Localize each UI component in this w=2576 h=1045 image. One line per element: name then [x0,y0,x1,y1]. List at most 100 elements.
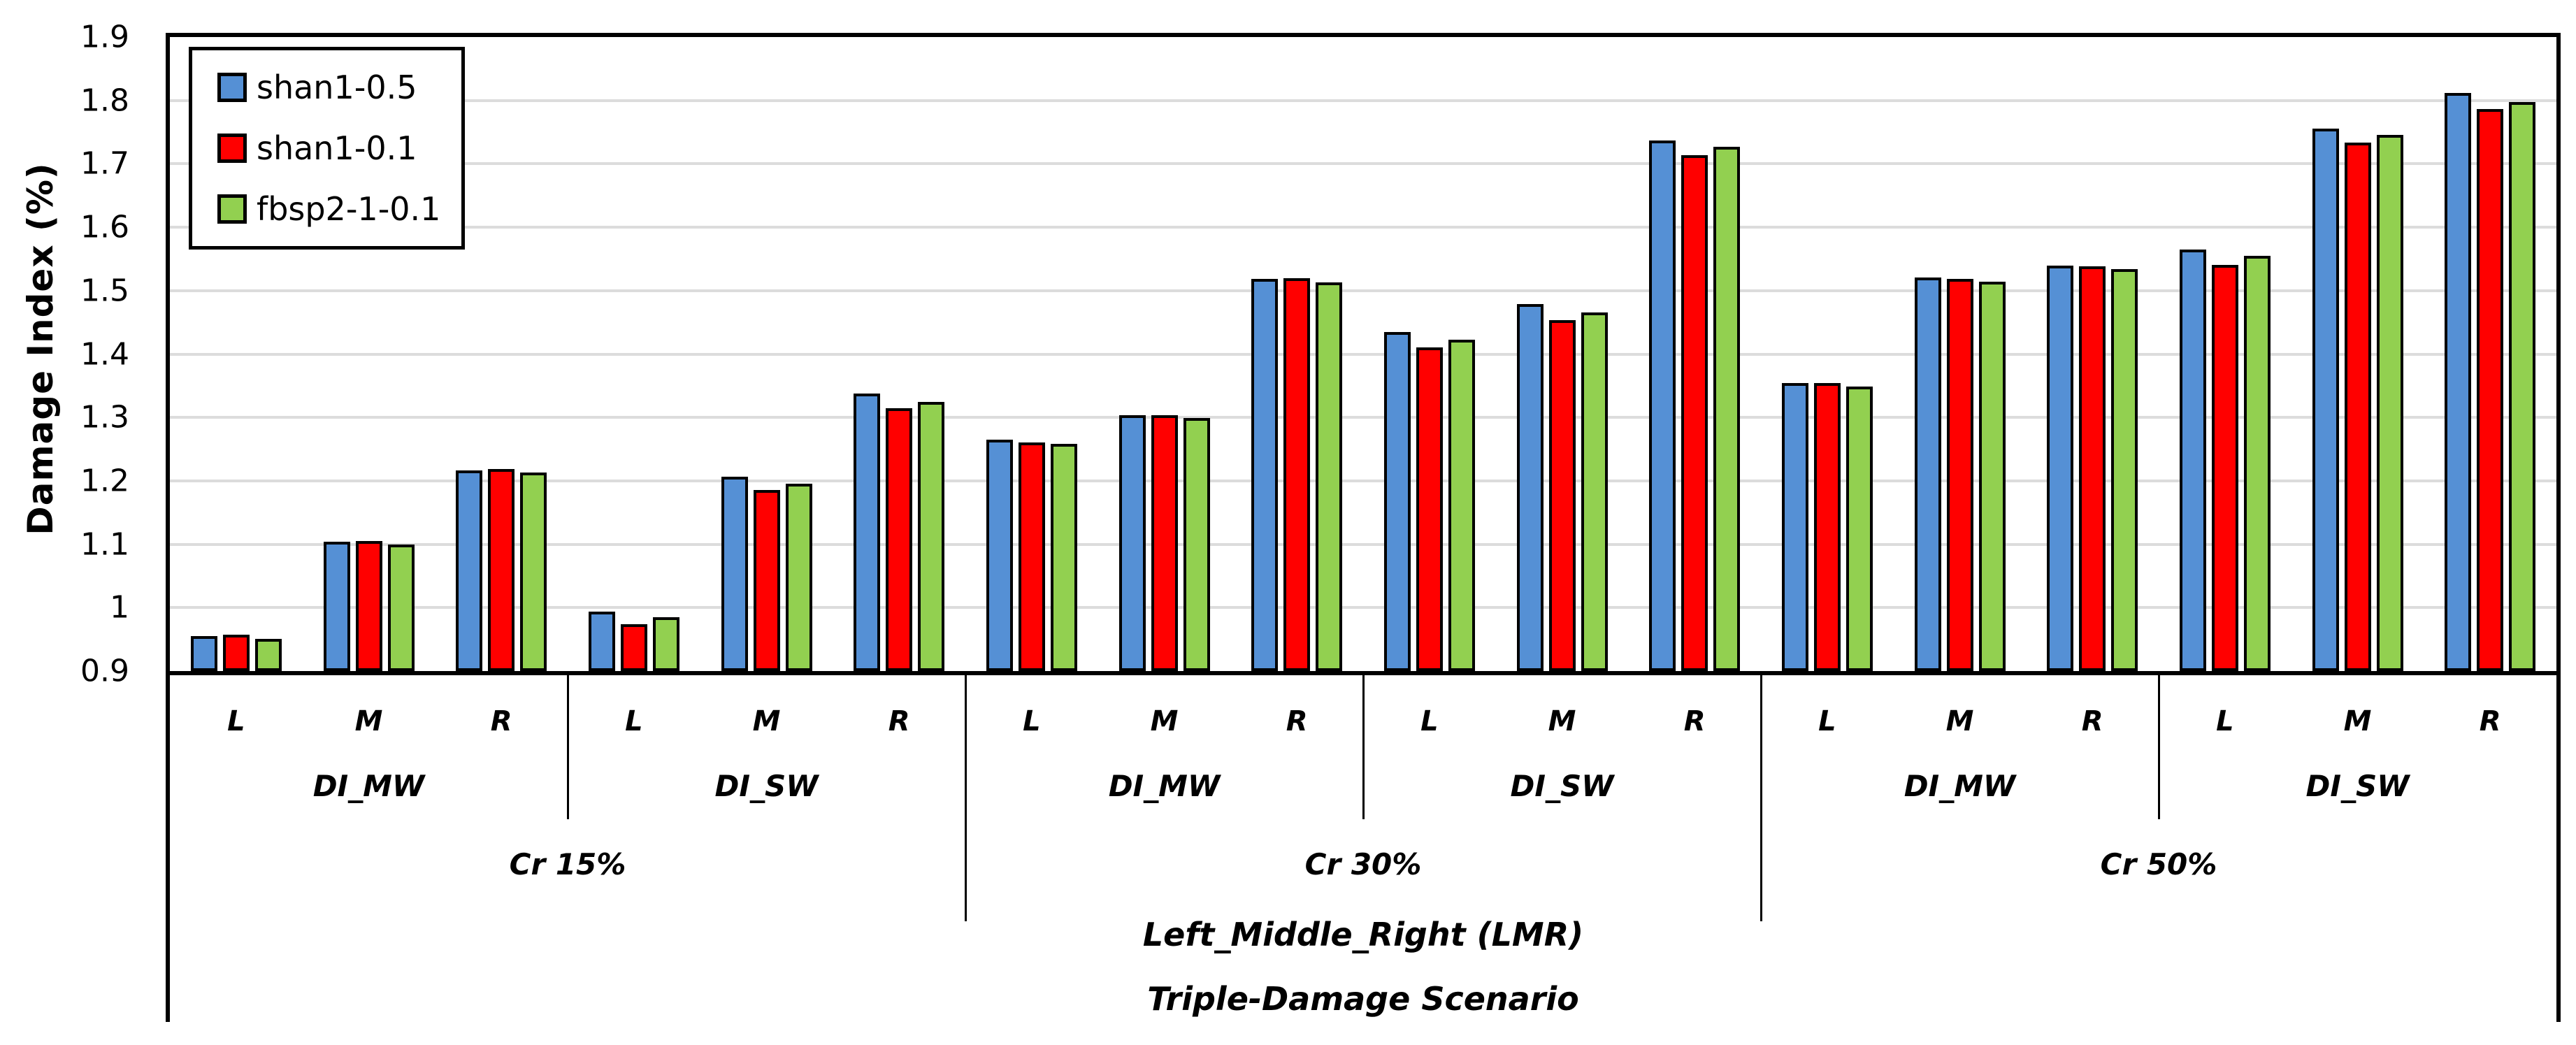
bar-shan1-0.5-Cr15%-DI_SW-L [588,611,615,671]
bar-fbsp2-1-0.1-Cr15%-DI_SW-L [652,617,679,671]
y-tick-label: 1.1 [80,526,129,563]
x-label-position: L [2216,705,2234,737]
bar-shan1-0.1-Cr30%-DI_MW-L [1018,442,1045,671]
x-label-position: L [1420,705,1439,737]
bar-shan1-0.1-Cr15%-DI_MW-M [355,541,382,671]
legend: shan1-0.5 shan1-0.1 fbsp2-1-0.1 [189,47,465,250]
bar-shan1-0.5-Cr30%-DI_SW-R [1649,140,1676,671]
gridline [170,289,2556,292]
x-label-position: M [1945,705,1974,737]
x-label-crack-ratio: Cr 50% [2100,847,2217,881]
cr-divider-line [1760,675,1762,921]
gridline [170,226,2556,229]
bar-shan1-0.5-Cr15%-DI_MW-L [190,636,217,671]
di-divider-line [566,675,569,819]
bar-shan1-0.1-Cr50%-DI_SW-R [2477,109,2504,671]
x-axis-group-title: Left_Middle_Right (LMR) [1142,916,1584,953]
x-label-position: R [888,705,910,737]
bar-shan1-0.5-Cr50%-DI_SW-M [2312,128,2339,671]
gridline [170,162,2556,166]
bar-shan1-0.5-Cr50%-DI_SW-R [2445,92,2472,671]
bar-fbsp2-1-0.1-Cr30%-DI_SW-L [1448,339,1475,671]
legend-label: shan1-0.1 [257,129,417,167]
y-tick-label: 1.9 [80,19,129,55]
y-tick-label: 1.2 [80,463,129,499]
y-tick-label: 1.4 [80,336,129,372]
bar-fbsp2-1-0.1-Cr15%-DI_MW-R [520,473,547,671]
bar-shan1-0.5-Cr50%-DI_MW-R [2047,265,2074,671]
x-label-damage-index: DI_SW [2305,769,2410,803]
bar-fbsp2-1-0.1-Cr15%-DI_MW-L [254,638,282,671]
di-divider-line [1362,675,1365,819]
y-tick-label: 1 [110,589,129,626]
bar-shan1-0.1-Cr15%-DI_MW-L [222,635,250,671]
bar-shan1-0.5-Cr50%-DI_MW-L [1781,383,1808,671]
y-tick-label: 1.8 [80,82,129,119]
x-label-crack-ratio: Cr 30% [1304,847,1422,881]
legend-swatch-icon [217,73,247,103]
bar-shan1-0.1-Cr50%-DI_MW-M [1946,279,1973,671]
bar-fbsp2-1-0.1-Cr15%-DI_SW-R [918,402,945,671]
x-label-damage-index: DI_SW [714,769,819,803]
x-label-position: M [1150,705,1179,737]
y-tick-label: 0.9 [80,653,129,689]
bar-fbsp2-1-0.1-Cr30%-DI_SW-R [1713,146,1741,671]
bar-fbsp2-1-0.1-Cr15%-DI_SW-M [785,484,812,671]
bar-shan1-0.5-Cr30%-DI_MW-R [1251,279,1279,671]
bar-shan1-0.1-Cr50%-DI_SW-M [2344,143,2371,671]
bar-shan1-0.5-Cr50%-DI_MW-M [1914,277,1941,671]
gridline [170,99,2556,102]
gridline [170,606,2556,610]
bar-fbsp2-1-0.1-Cr50%-DI_MW-M [1978,282,2006,671]
legend-item-shan1-0.1: shan1-0.1 [217,132,461,164]
x-label-damage-index: DI_MW [1108,769,1221,803]
cr-divider-line [964,675,967,921]
bar-fbsp2-1-0.1-Cr50%-DI_MW-L [1845,386,1873,671]
bar-shan1-0.1-Cr15%-DI_SW-R [886,408,913,671]
axis-right-edge-line [2556,675,2561,1022]
bar-shan1-0.5-Cr30%-DI_SW-M [1516,303,1544,671]
x-label-position: M [1548,705,1576,737]
bar-shan1-0.1-Cr30%-DI_SW-R [1681,154,1708,671]
bar-fbsp2-1-0.1-Cr50%-DI_SW-R [2509,102,2536,671]
legend-label: shan1-0.5 [257,69,417,107]
bar-fbsp2-1-0.1-Cr30%-DI_SW-M [1581,312,1608,671]
x-label-position: L [1023,705,1041,737]
di-divider-line [2157,675,2160,819]
bar-shan1-0.5-Cr30%-DI_SW-L [1383,331,1411,671]
bar-shan1-0.1-Cr15%-DI_MW-R [488,468,515,671]
bar-shan1-0.1-Cr50%-DI_MW-L [1813,383,1841,671]
bar-fbsp2-1-0.1-Cr30%-DI_MW-L [1050,444,1077,671]
plot-area [166,33,2561,675]
x-axis-scenario-title: Triple-Damage Scenario [1147,980,1579,1018]
bar-fbsp2-1-0.1-Cr15%-DI_MW-M [387,544,415,671]
legend-item-fbsp2-1-0.1: fbsp2-1-0.1 [217,193,461,225]
x-label-crack-ratio: Cr 15% [509,847,626,881]
bar-shan1-0.1-Cr30%-DI_MW-R [1283,278,1311,671]
bar-shan1-0.1-Cr30%-DI_SW-M [1548,320,1576,671]
x-label-position: R [2479,705,2501,737]
bar-shan1-0.1-Cr15%-DI_SW-M [753,489,780,671]
bar-shan1-0.5-Cr30%-DI_MW-L [986,439,1013,671]
x-label-position: L [1818,705,1836,737]
bar-fbsp2-1-0.1-Cr50%-DI_SW-M [2376,134,2403,671]
bar-shan1-0.1-Cr50%-DI_SW-L [2211,264,2238,671]
x-label-damage-index: DI_MW [1904,769,2016,803]
bar-shan1-0.5-Cr15%-DI_MW-R [456,470,483,671]
bar-shan1-0.1-Cr30%-DI_MW-M [1151,415,1178,671]
x-label-position: M [752,705,781,737]
x-label-position: R [2081,705,2103,737]
legend-item-shan1-0.5: shan1-0.5 [217,71,461,103]
x-label-damage-index: DI_MW [312,769,425,803]
x-label-position: R [1286,705,1308,737]
y-tick-label: 1.5 [80,273,129,309]
x-label-position: R [490,705,512,737]
gridline [170,542,2556,546]
x-label-position: M [354,705,383,737]
legend-swatch-icon [217,194,247,224]
bar-shan1-0.5-Cr15%-DI_MW-M [323,541,350,671]
bar-fbsp2-1-0.1-Cr30%-DI_MW-M [1183,418,1210,671]
x-label-position: R [1683,705,1706,737]
bar-fbsp2-1-0.1-Cr50%-DI_MW-R [2111,268,2138,671]
bar-shan1-0.1-Cr30%-DI_SW-L [1416,347,1443,671]
